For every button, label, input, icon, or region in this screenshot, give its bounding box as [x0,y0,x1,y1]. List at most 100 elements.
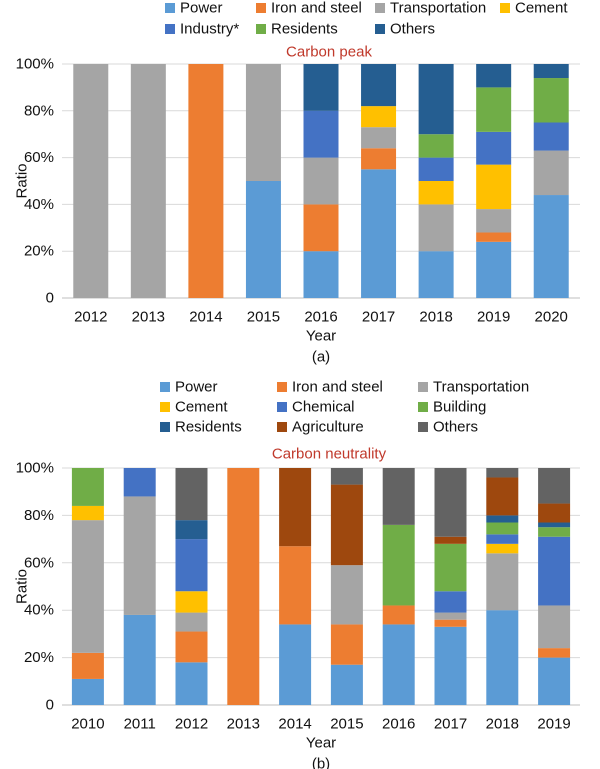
bar-industry-2016 [303,110,339,158]
x-tick-label: 2012 [175,716,208,733]
legend-swatch [256,24,266,34]
bar-residents-2018 [486,515,519,523]
y-tick-label: 100% [16,56,54,73]
bar-chemical-2019 [538,536,571,606]
y-tick-label: 20% [24,243,54,260]
bar-others-2012 [175,468,208,521]
bar-building-2018 [486,522,519,535]
bars [71,468,571,705]
bar-agriculture-2014 [279,468,312,547]
x-tick-label: 2016 [382,716,415,733]
legend-label: Others [390,21,435,38]
bar-cement-2017 [361,106,397,128]
legend-label: Residents [175,419,242,436]
x-tick-label: 2016 [304,309,337,326]
x-tick-label: 2020 [535,309,568,326]
bar-others-2020 [533,64,569,79]
x-tick-label: 2017 [434,716,467,733]
legend-item-transportation: Transportation [418,379,529,396]
y-tick-label: 100% [16,460,54,477]
bar-iron-and-steel-2017 [434,619,467,627]
bar-cement-2012 [175,591,208,613]
bar-others-2016 [303,64,339,111]
bar-chemical-2018 [486,534,519,544]
bar-chemical-2017 [434,591,467,613]
chart-carbon-peak: Power Iron and steel Transportation Cement I… [14,0,580,366]
legend-label: Residents [271,21,338,38]
y-tick-label: 60% [24,149,54,166]
y-tick-label: 40% [24,602,54,619]
legend-item-chemical: Chemical [277,399,355,416]
legend-swatch [165,3,175,13]
bar-iron-and-steel-2016 [303,204,339,252]
legend-label: Cement [175,399,228,416]
legend: Power Iron and steel Transportation Cement C… [160,379,529,436]
legend-label: Iron and steel [292,379,383,396]
bar-power-2016 [382,624,415,705]
bar-others-2016 [382,468,415,525]
y-tick-label: 20% [24,649,54,666]
bar-building-2017 [434,543,467,592]
bar-others-2019 [538,468,571,504]
bar-others-2017 [361,64,397,107]
y-axis-title: Ratio [14,163,31,198]
bar-cement-2018 [418,181,454,205]
bar-transportation-2020 [533,150,569,196]
bar-transportation-2018 [418,204,454,252]
legend-label: Industry* [180,21,239,38]
bar-transportation-2017 [361,127,397,149]
legend-swatch [160,382,170,392]
legend-item-transportation: Transportation [375,0,486,17]
legend-item-iron-and-steel: Iron and steel [256,0,362,17]
bar-residents-2019 [538,522,571,528]
legend-label: Building [433,399,486,416]
x-tick-label: 2015 [330,716,363,733]
bar-industry-2019 [476,131,512,165]
bar-cement-2019 [476,164,512,210]
x-tick-label: 2018 [486,716,519,733]
x-tick-label: 2018 [419,309,452,326]
bar-iron-and-steel-2012 [175,631,208,663]
bar-iron-and-steel-2019 [538,648,571,658]
bar-residents-2020 [533,78,569,123]
bar-agriculture-2015 [330,484,363,566]
legend-swatch [160,402,170,412]
x-tick-label: 2013 [227,716,260,733]
chart-title: Carbon neutrality [272,446,387,463]
y-tick-label: 40% [24,196,54,213]
y-axis-title: Ratio [14,569,31,604]
x-tick-label: 2015 [247,309,280,326]
legend-item-residents: Residents [160,419,242,436]
y-tick-label: 80% [24,102,54,119]
bar-others-2017 [434,468,467,537]
x-axis-title: Year [306,735,336,752]
legend-label: Transportation [390,0,486,17]
bar-agriculture-2018 [486,477,519,516]
bar-industry-2018 [418,157,454,181]
bar-power-2016 [303,251,339,298]
bar-building-2016 [382,524,415,606]
panel-label: (a) [312,349,330,366]
bar-building-2010 [71,468,104,506]
bar-power-2020 [533,195,569,298]
bar-residents-2019 [476,87,512,132]
y-tick-label: 80% [24,507,54,524]
bar-transportation-2017 [434,612,467,620]
bar-iron-and-steel-2014 [279,546,312,625]
y-tick-label: 0 [46,290,54,307]
legend-swatch [256,3,266,13]
legend-label: Iron and steel [271,0,362,17]
bar-cement-2018 [486,543,519,554]
bar-power-2019 [476,241,512,298]
bar-chemical-2011 [123,468,156,497]
legend-swatch [160,422,170,432]
bar-cement-2010 [71,505,104,521]
legend-label: Power [180,0,223,17]
bars [73,64,569,298]
bar-iron-and-steel-2013 [227,468,260,705]
legend-swatch [277,402,287,412]
bar-power-2011 [123,614,156,705]
bar-building-2019 [538,527,571,537]
legend-swatch [165,24,175,34]
